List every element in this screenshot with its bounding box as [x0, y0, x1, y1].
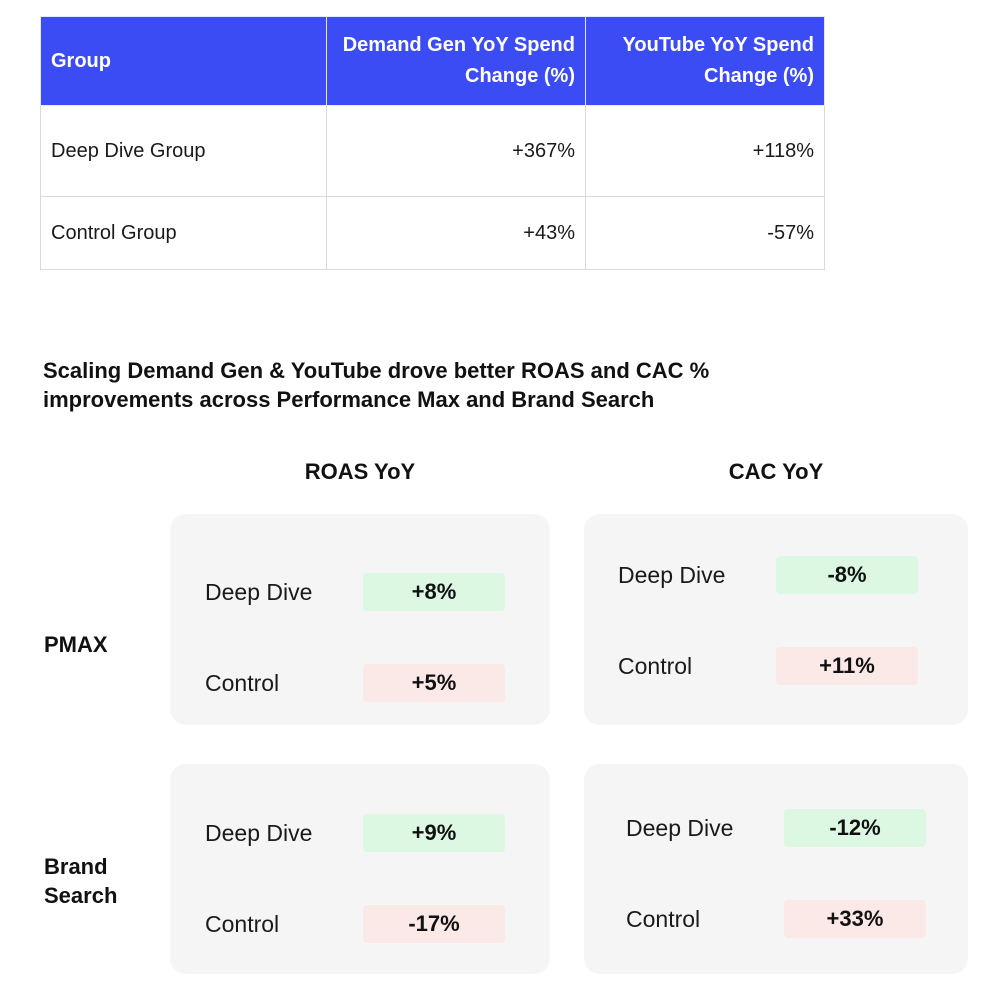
deep-dive-value: -12% — [784, 809, 926, 847]
column-header-cac: CAC YoY — [728, 459, 824, 484]
deep-dive-value: +9% — [363, 814, 505, 852]
control-line: Control -17% — [205, 905, 525, 943]
table-row: Deep Dive Group +367% +118% — [40, 105, 825, 197]
row-label-brand-search: Brand Search — [44, 854, 118, 908]
cell-youtube: +118% — [585, 105, 825, 197]
deep-dive-line: Deep Dive +8% — [205, 573, 525, 611]
deep-dive-line: Deep Dive +9% — [205, 814, 525, 852]
section-title: Scaling Demand Gen & YouTube drove bette… — [43, 358, 710, 412]
control-value: +11% — [776, 647, 918, 685]
deep-dive-line: Deep Dive -12% — [626, 809, 946, 847]
control-value: -17% — [363, 905, 505, 943]
table-row: Control Group +43% -57% — [40, 196, 825, 270]
cell-group: Control Group — [40, 196, 327, 270]
header-group: Group — [40, 16, 327, 106]
header-demand-gen: Demand Gen YoY Spend Change (%) — [326, 16, 586, 106]
control-line: Control +33% — [626, 900, 946, 938]
control-label: Control — [205, 911, 280, 937]
card-pmax-roas: Deep Dive +8% Control +5% — [170, 514, 550, 725]
deep-dive-label: Deep Dive — [626, 815, 734, 841]
spend-change-table: Group Demand Gen YoY Spend Change (%) Yo… — [40, 16, 825, 270]
column-header-roas: ROAS YoY — [304, 459, 416, 484]
control-line: Control +11% — [618, 647, 938, 685]
card-pmax-cac: Deep Dive -8% Control +11% — [584, 514, 968, 725]
control-label: Control — [618, 653, 693, 679]
control-label: Control — [626, 906, 701, 932]
control-line: Control +5% — [205, 664, 525, 702]
control-label: Control — [205, 670, 280, 696]
deep-dive-value: +8% — [363, 573, 505, 611]
control-value: +5% — [363, 664, 505, 702]
cell-youtube: -57% — [585, 196, 825, 270]
deep-dive-value: -8% — [776, 556, 918, 594]
cell-demand-gen: +367% — [326, 105, 586, 197]
deep-dive-label: Deep Dive — [205, 579, 313, 605]
cell-group: Deep Dive Group — [40, 105, 327, 197]
deep-dive-label: Deep Dive — [618, 562, 726, 588]
card-brand-cac: Deep Dive -12% Control +33% — [584, 764, 968, 974]
deep-dive-line: Deep Dive -8% — [618, 556, 938, 594]
cell-demand-gen: +43% — [326, 196, 586, 270]
deep-dive-label: Deep Dive — [205, 820, 313, 846]
row-label-pmax: PMAX — [44, 632, 108, 657]
table-header-row: Group Demand Gen YoY Spend Change (%) Yo… — [40, 16, 825, 106]
header-youtube: YouTube YoY Spend Change (%) — [585, 16, 825, 106]
control-value: +33% — [784, 900, 926, 938]
card-brand-roas: Deep Dive +9% Control -17% — [170, 764, 550, 974]
